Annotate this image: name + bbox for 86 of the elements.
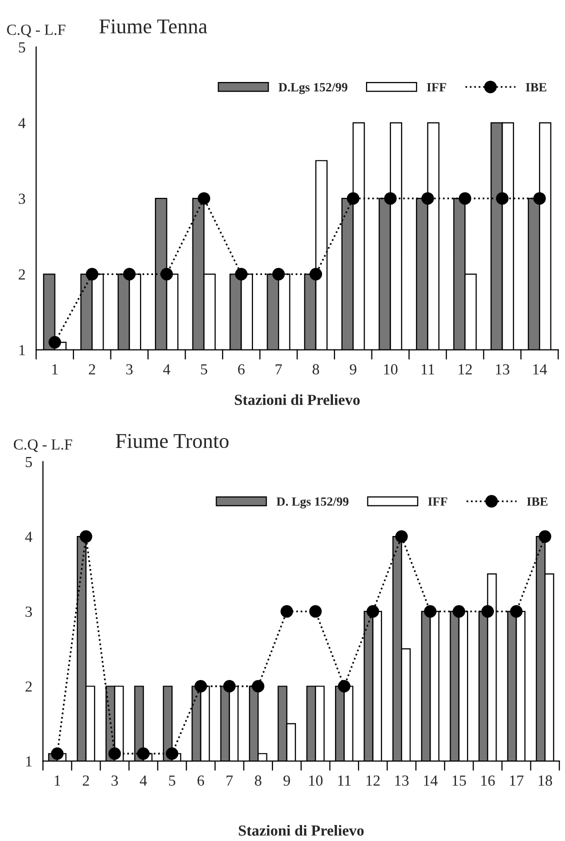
y-tick-label: 5 bbox=[26, 457, 32, 468]
x-tick-label: 12 bbox=[458, 364, 472, 374]
x-tick-label: 2 bbox=[82, 775, 89, 786]
y-tick-label: 5 bbox=[18, 42, 26, 53]
point bbox=[481, 605, 494, 618]
point bbox=[452, 605, 466, 618]
x-tick-label: 7 bbox=[226, 776, 233, 786]
x-tick-label: 8 bbox=[254, 775, 262, 786]
legend-label: IBE bbox=[526, 497, 548, 506]
x-tick-label: 1 bbox=[52, 364, 58, 374]
y-tick-label: 2 bbox=[26, 681, 32, 692]
point bbox=[160, 268, 173, 280]
point bbox=[424, 605, 436, 618]
point bbox=[108, 747, 121, 760]
legend-label: IFF bbox=[426, 83, 446, 92]
x-tick-label: 18 bbox=[538, 775, 552, 786]
point bbox=[86, 268, 98, 280]
point bbox=[538, 530, 552, 543]
point bbox=[510, 605, 523, 618]
x-axis-title: Stazioni di Prelievo bbox=[234, 394, 360, 406]
point bbox=[48, 336, 62, 349]
x-tick-label: 14 bbox=[533, 364, 547, 374]
x-tick-label: 4 bbox=[163, 364, 170, 374]
y-axis-title: C.Q - L.F bbox=[14, 439, 72, 452]
x-tick-label: 5 bbox=[169, 776, 176, 786]
legend-label: D. Lgs 152/99 bbox=[276, 497, 348, 508]
x-tick-label: 15 bbox=[452, 776, 466, 786]
x-axis-title: Stazioni di Prelievo bbox=[238, 824, 364, 836]
x-tick-label: 11 bbox=[422, 364, 434, 374]
point bbox=[123, 268, 136, 280]
y-axis-title: C.Q - L.F bbox=[7, 24, 66, 38]
x-tick-label: 3 bbox=[126, 364, 133, 374]
point bbox=[235, 268, 248, 280]
legend-label: IBE bbox=[526, 83, 546, 92]
point bbox=[395, 530, 408, 543]
x-tick-label: 6 bbox=[198, 775, 204, 786]
point bbox=[194, 680, 207, 693]
x-tick-label: 9 bbox=[350, 364, 356, 374]
y-tick-label: 4 bbox=[25, 532, 32, 542]
point bbox=[496, 192, 509, 205]
x-tick-label: 8 bbox=[312, 364, 320, 374]
x-tick-label: 17 bbox=[510, 776, 524, 786]
x-tick-label: 11 bbox=[338, 776, 351, 786]
x-tick-label: 2 bbox=[88, 364, 96, 374]
y-tick-label: 2 bbox=[18, 269, 25, 280]
chart-title: Fiume Tronto bbox=[116, 434, 228, 448]
x-tick-label: 4 bbox=[140, 776, 147, 786]
point bbox=[384, 192, 397, 205]
x-tick-label: 16 bbox=[481, 775, 495, 786]
point bbox=[338, 680, 350, 693]
x-tick-label: 10 bbox=[309, 775, 323, 786]
point bbox=[166, 747, 178, 760]
x-tick-label: 7 bbox=[276, 364, 282, 374]
point bbox=[346, 192, 360, 205]
point bbox=[80, 530, 92, 543]
legend-label: D.Lgs 152/99 bbox=[278, 83, 348, 94]
x-tick-label: 1 bbox=[54, 776, 60, 786]
point bbox=[252, 680, 264, 693]
x-tick-label: 13 bbox=[496, 364, 510, 374]
y-tick-label: 4 bbox=[18, 118, 26, 128]
x-tick-label: 9 bbox=[283, 775, 290, 786]
point bbox=[272, 268, 285, 280]
y-tick-label: 1 bbox=[19, 345, 25, 356]
point bbox=[309, 605, 322, 618]
point bbox=[458, 192, 472, 205]
point bbox=[223, 680, 236, 693]
point bbox=[366, 605, 380, 618]
x-tick-label: 6 bbox=[238, 364, 245, 374]
x-tick-label: 12 bbox=[366, 775, 380, 786]
x-tick-label: 13 bbox=[395, 775, 409, 786]
y-tick-label: 3 bbox=[18, 194, 26, 204]
point bbox=[137, 747, 150, 760]
x-tick-label: 3 bbox=[112, 775, 118, 786]
point bbox=[310, 268, 322, 280]
point bbox=[421, 192, 434, 205]
x-tick-label: 5 bbox=[201, 364, 208, 374]
y-tick-label: 3 bbox=[26, 606, 32, 617]
x-tick-label: 14 bbox=[424, 776, 438, 786]
point bbox=[198, 192, 210, 205]
y-tick-label: 1 bbox=[26, 756, 32, 766]
point bbox=[280, 605, 294, 618]
legend-label: IFF bbox=[428, 497, 448, 506]
chart-title: Fiume Tenna bbox=[99, 19, 208, 34]
point bbox=[533, 192, 546, 205]
point bbox=[51, 747, 64, 760]
x-tick-label: 10 bbox=[384, 364, 398, 374]
